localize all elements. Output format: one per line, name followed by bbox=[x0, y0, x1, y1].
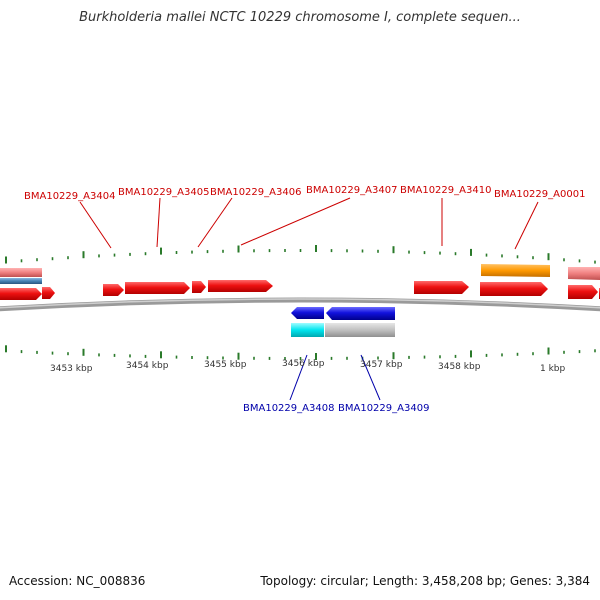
accession-text: Accession: NC_008836 bbox=[9, 574, 146, 588]
forward-label-leaders bbox=[79, 197, 539, 250]
gene-arrow-forward[interactable] bbox=[42, 287, 55, 299]
genome-backbone-highlight bbox=[0, 298, 600, 309]
gene-label[interactable]: BMA10229_A3406 bbox=[210, 187, 301, 198]
pink-feature-right bbox=[568, 267, 600, 280]
gene-label[interactable]: BMA10229_A3409 bbox=[338, 403, 429, 414]
gene-arrow-forward[interactable] bbox=[414, 281, 469, 294]
scale-tick-label: 3457 kbp bbox=[360, 360, 403, 370]
orange-feature bbox=[481, 264, 550, 277]
leader-line bbox=[156, 197, 161, 248]
gene-label[interactable]: BMA10229_A3410 bbox=[400, 185, 491, 196]
gene-arrow-forward[interactable] bbox=[0, 288, 42, 300]
leader-line bbox=[514, 201, 539, 250]
scale-tick-label: 3453 kbp bbox=[50, 364, 93, 374]
gene-arrow-forward[interactable] bbox=[192, 281, 206, 293]
gene-arrow-forward[interactable] bbox=[568, 285, 598, 299]
gene-arrow-forward[interactable] bbox=[480, 282, 548, 296]
gene-arrow-forward[interactable] bbox=[208, 280, 273, 292]
leader-line bbox=[360, 354, 381, 401]
gene-arrow-forward[interactable] bbox=[103, 284, 124, 296]
gene-arrow-reverse[interactable] bbox=[326, 307, 395, 320]
steel-feature-left bbox=[0, 278, 42, 284]
reverse-label-leaders bbox=[289, 354, 381, 401]
gene-label[interactable]: BMA10229_A3404 bbox=[24, 191, 115, 202]
leader-line bbox=[197, 197, 233, 248]
gene-label[interactable]: BMA10229_A0001 bbox=[494, 189, 585, 200]
topology-summary: Topology: circular; Length: 3,458,208 bp… bbox=[260, 574, 590, 588]
pink-feature-left bbox=[0, 268, 42, 277]
genome-backbone bbox=[0, 297, 600, 312]
leader-line bbox=[240, 197, 351, 246]
gene-label[interactable]: BMA10229_A3407 bbox=[306, 185, 397, 196]
scale-tick-label: 3455 kbp bbox=[204, 360, 247, 370]
gray-feature bbox=[325, 323, 395, 337]
scale-tick-label: 3454 kbp bbox=[126, 361, 169, 371]
gene-arrow-reverse[interactable] bbox=[291, 307, 324, 319]
map-title: Burkholderia mallei NCTC 10229 chromosom… bbox=[79, 10, 521, 25]
scale-tick-label: 3458 kbp bbox=[438, 362, 481, 372]
lower-tick-row bbox=[5, 345, 596, 360]
upper-tick-row bbox=[5, 245, 596, 264]
leader-line bbox=[79, 201, 112, 249]
cyan-feature bbox=[291, 323, 324, 337]
scale-tick-label: 3456 kbp bbox=[282, 359, 325, 369]
gene-label[interactable]: BMA10229_A3408 bbox=[243, 403, 334, 414]
scale-tick-label: 1 kbp bbox=[540, 364, 566, 374]
gene-label[interactable]: BMA10229_A3405 bbox=[118, 187, 209, 198]
leader-line bbox=[289, 354, 308, 401]
gene-arrow-forward[interactable] bbox=[125, 282, 190, 294]
